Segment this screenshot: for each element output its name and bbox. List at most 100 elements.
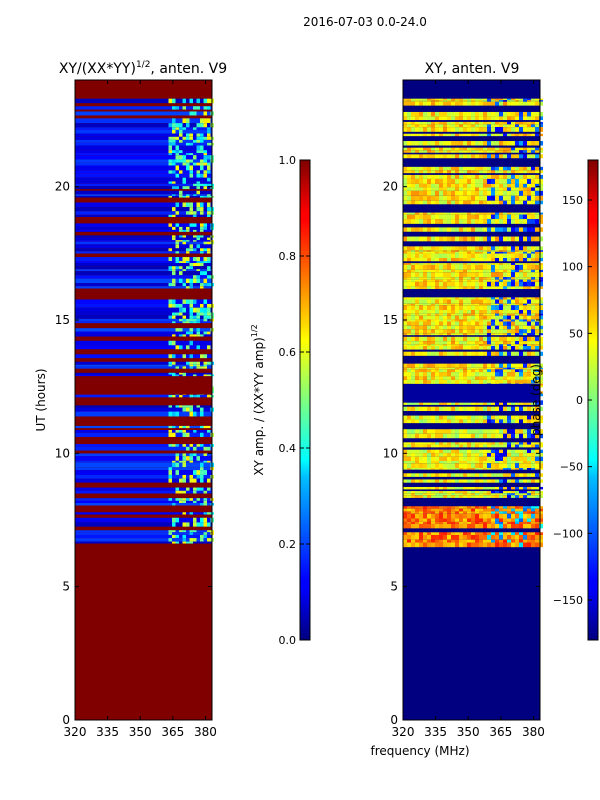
heatmap-cell (435, 429, 439, 434)
heatmap-row (75, 334, 212, 337)
heatmap-cell (495, 319, 499, 322)
heatmap-cell (511, 518, 515, 522)
heatmap-cell (483, 315, 487, 320)
heatmap-cell (475, 236, 479, 242)
heatmap-cell (443, 511, 447, 514)
heatmap-cell (447, 511, 451, 514)
heatmap-cell (475, 277, 479, 280)
heatmap-cell (467, 299, 471, 304)
heatmap-cell (403, 297, 407, 300)
heatmap-cell (495, 463, 499, 469)
heatmap-cell (443, 461, 447, 464)
heatmap-cell (431, 363, 435, 368)
heatmap-cell (503, 449, 507, 454)
heatmap-cell (447, 486, 451, 490)
heatmap-cell (527, 376, 531, 380)
heatmap-cell (423, 246, 427, 251)
heatmap-cell (193, 299, 197, 304)
heatmap-cell (515, 523, 519, 529)
heatmap-cell (175, 345, 180, 350)
heatmap-cell (539, 178, 543, 184)
heatmap-cell (499, 195, 503, 201)
heatmap-cell (168, 98, 173, 104)
heatmap-cell (523, 310, 527, 314)
heatmap-cell (471, 493, 475, 496)
heatmap-cell (431, 170, 435, 174)
heatmap-cell (455, 195, 459, 201)
heatmap-cell (511, 253, 515, 258)
heatmap-cell (403, 150, 407, 153)
heatmap-cell (423, 178, 427, 184)
heatmap-cell (431, 463, 435, 469)
heatmap-cell (515, 212, 519, 215)
heatmap-cell (515, 299, 519, 304)
heatmap-cell (447, 281, 451, 287)
heatmap-cell (403, 258, 407, 262)
heatmap-cell (463, 297, 467, 300)
heatmap-cell (435, 133, 439, 137)
heatmap-row (75, 183, 212, 187)
heatmap-cell (499, 116, 503, 121)
heatmap-cell (168, 214, 173, 218)
heatmap-cell (411, 305, 415, 311)
heatmap-cell (411, 236, 415, 242)
heatmap-cell (503, 236, 507, 242)
heatmap-cell (459, 127, 463, 132)
heatmap-cell (495, 518, 499, 522)
heatmap-cell (491, 511, 495, 514)
heatmap-cell (515, 341, 519, 345)
heatmap-cell (423, 486, 427, 490)
heatmap-row (75, 456, 212, 461)
heatmap-cell (507, 419, 511, 424)
heatmap-cell (427, 250, 431, 252)
heatmap-cell (511, 506, 515, 509)
heatmap-cell (439, 195, 443, 201)
heatmap-cell (423, 453, 427, 457)
heatmap-cell (483, 174, 487, 179)
heatmap-cell (427, 111, 431, 117)
heatmap-cell (459, 539, 463, 543)
heatmap-row (75, 197, 212, 203)
heatmap-cell (511, 219, 515, 224)
heatmap-cell (519, 279, 523, 282)
heatmap-cell (503, 281, 507, 287)
heatmap-cell (487, 351, 491, 356)
heatmap-cell (495, 116, 499, 121)
heatmap-cell (463, 329, 467, 334)
heatmap-cell (182, 366, 187, 369)
heatmap-row (75, 503, 212, 506)
heatmap-cell (451, 141, 455, 146)
heatmap-cell (403, 463, 407, 469)
heatmap-cell (499, 344, 503, 347)
heatmap-cell (189, 538, 194, 542)
heatmap-cell (499, 367, 503, 370)
heatmap-cell (423, 523, 427, 529)
heatmap-cell (403, 369, 407, 373)
heatmap-cell (487, 258, 491, 262)
heatmap-cell (503, 351, 507, 356)
heatmap-cell (168, 136, 173, 140)
heatmap-row (75, 263, 212, 267)
heatmap-cell (475, 183, 479, 188)
heatmap-cell (483, 264, 487, 270)
heatmap-cell (491, 433, 495, 439)
heatmap-cell (467, 429, 471, 434)
heatmap-cell (539, 535, 543, 540)
heatmap-cell (479, 449, 483, 454)
heatmap-cell (415, 272, 419, 278)
heatmap-cell (523, 539, 527, 543)
heatmap-cell (527, 116, 531, 121)
heatmap-cell (519, 442, 523, 445)
heatmap-cell (515, 513, 519, 519)
heatmap-cell (439, 379, 443, 384)
heatmap-cell (419, 297, 423, 300)
heatmap-cell (475, 523, 479, 529)
heatmap-cell (535, 154, 539, 159)
heatmap-cell (475, 319, 479, 322)
heatmap-row (75, 407, 212, 412)
heatmap-cell (186, 321, 190, 324)
heatmap-cell (179, 345, 183, 350)
heatmap-cell (475, 195, 479, 201)
heatmap-cell (507, 133, 511, 137)
heatmap-cell (527, 539, 531, 543)
